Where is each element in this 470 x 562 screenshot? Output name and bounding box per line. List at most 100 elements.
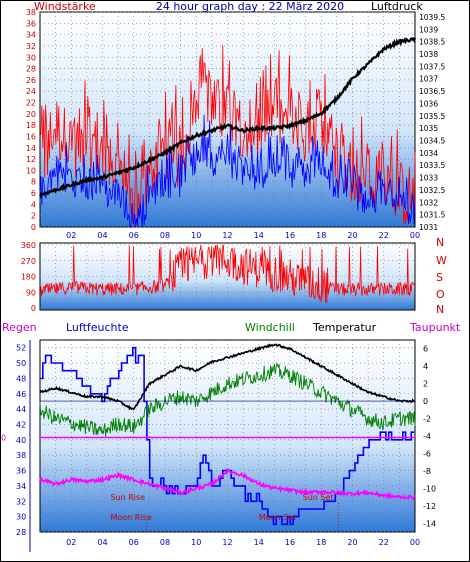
y-right-tick-label: 1031 <box>419 223 438 232</box>
y-temperature-tick-label: -4 <box>423 432 431 441</box>
x-tick-label: 10 <box>191 538 201 547</box>
y-direction-tick-label: 0 <box>31 304 36 313</box>
y-right-tick-label: 1036 <box>419 99 438 108</box>
y-direction-tick-label: 90 <box>26 288 36 297</box>
y-right-tick-label: 1031.5 <box>419 211 445 220</box>
y-left-tick-label: 18 <box>26 121 36 130</box>
y-left-tick-label: 30 <box>26 53 36 62</box>
x-tick-label: 20 <box>347 231 357 240</box>
x-tick-label: 00 <box>410 231 420 240</box>
y-temperature-tick-label: 6 <box>423 345 428 354</box>
x-tick-label: 04 <box>97 231 107 240</box>
y-humidity-tick-label: 44 <box>16 405 26 414</box>
y-left-tick-label: 2 <box>31 212 36 221</box>
header-regen: Regen <box>2 321 37 334</box>
x-tick-label: 14 <box>254 231 264 240</box>
y-temperature-tick-label: -10 <box>423 484 436 493</box>
series-humidity <box>40 346 415 526</box>
y-left-tick-label: 34 <box>26 31 36 40</box>
series-dewpoint <box>39 468 416 501</box>
y-right-tick-label: 1036.5 <box>419 87 445 96</box>
direction-label: N <box>436 236 444 249</box>
y-right-tick-label: 1037.5 <box>419 62 445 71</box>
x-tick-label: 02 <box>66 231 76 240</box>
y-right-tick-label: 1034 <box>419 149 438 158</box>
header-temperatur: Temperatur <box>312 321 377 334</box>
right-header-label: Luftdruck <box>371 0 423 13</box>
direction-label: N <box>436 303 444 316</box>
astro-annotation: Moon Set <box>259 513 296 522</box>
series-windchill <box>39 362 416 437</box>
x-tick-label: 02 <box>66 538 76 547</box>
y-left-tick-label: 10 <box>26 166 36 175</box>
y-temperature-tick-label: 0 <box>423 397 428 406</box>
header-taupunkt: Taupunkt <box>409 321 461 334</box>
y-right-tick-label: 1034.5 <box>419 137 445 146</box>
astro-annotation: Sun Rise <box>110 493 145 502</box>
y-temperature-tick-label: -8 <box>423 467 431 476</box>
x-tick-label: 10 <box>191 231 201 240</box>
x-tick-label: 12 <box>222 538 232 547</box>
x-tick-label: 06 <box>129 231 139 240</box>
y-humidity-tick-label: 50 <box>16 359 26 368</box>
y-right-tick-label: 1039 <box>419 25 438 34</box>
y-direction-tick-label: 360 <box>21 241 36 250</box>
header-windchill: Windchill <box>245 321 295 334</box>
y-left-tick-label: 8 <box>31 178 36 187</box>
x-tick-label: 06 <box>129 538 139 547</box>
y-left-tick-label: 38 <box>26 8 36 17</box>
y-left-tick-label: 26 <box>26 76 36 85</box>
y-right-tick-label: 1037 <box>419 75 438 84</box>
y-left-tick-label: 24 <box>26 87 36 96</box>
y-temperature-tick-label: -14 <box>423 519 436 528</box>
x-tick-label: 04 <box>97 538 107 547</box>
y-left-tick-label: 4 <box>31 200 36 209</box>
y-left-tick-label: 16 <box>26 132 36 141</box>
y-left-tick-label: 36 <box>26 19 36 28</box>
y-rain-tick-label: 0 <box>1 434 6 443</box>
x-tick-label: 08 <box>160 231 170 240</box>
x-tick-label: 20 <box>347 538 357 547</box>
y-right-tick-label: 1032 <box>419 198 438 207</box>
y-humidity-tick-label: 42 <box>16 420 26 429</box>
y-direction-tick-label: 270 <box>21 257 36 266</box>
y-left-tick-label: 14 <box>26 144 36 153</box>
x-tick-label: 22 <box>379 231 389 240</box>
y-right-tick-label: 1038.5 <box>419 38 445 47</box>
direction-label: S <box>436 271 443 284</box>
y-temperature-tick-label: -6 <box>423 449 431 458</box>
y-right-tick-label: 1038 <box>419 50 438 59</box>
y-temperature-tick-label: 2 <box>423 380 428 389</box>
y-right-tick-label: 1033 <box>419 174 438 183</box>
astro-annotation: Moon Rise <box>110 513 151 522</box>
y-humidity-tick-label: 28 <box>16 528 26 537</box>
y-right-tick-label: 1032.5 <box>419 186 445 195</box>
y-left-tick-label: 28 <box>26 65 36 74</box>
x-tick-label: 18 <box>316 231 326 240</box>
y-humidity-tick-label: 40 <box>16 436 26 445</box>
x-tick-label: 08 <box>160 538 170 547</box>
y-left-tick-label: 6 <box>31 189 36 198</box>
y-right-tick-label: 1035.5 <box>419 112 445 121</box>
y-temperature-tick-label: -12 <box>423 502 436 511</box>
y-humidity-tick-label: 38 <box>16 451 26 460</box>
y-right-tick-label: 1039.5 <box>419 13 445 22</box>
astro-annotation: Sun Set <box>303 493 334 502</box>
direction-label: W <box>436 254 447 267</box>
series-temperature <box>39 343 416 411</box>
series-pressure <box>39 36 417 199</box>
left-header-label: Windstärke <box>34 0 96 13</box>
x-tick-label: 18 <box>316 538 326 547</box>
page-title: 24 hour graph day : 22 März 2020 <box>156 0 344 13</box>
y-left-tick-label: 0 <box>31 223 36 232</box>
header-luftfeuchte: Luftfeuchte <box>66 321 129 334</box>
x-tick-label: 14 <box>254 538 264 547</box>
y-humidity-tick-label: 30 <box>16 513 26 522</box>
y-humidity-tick-label: 32 <box>16 497 26 506</box>
x-tick-label: 12 <box>222 231 232 240</box>
